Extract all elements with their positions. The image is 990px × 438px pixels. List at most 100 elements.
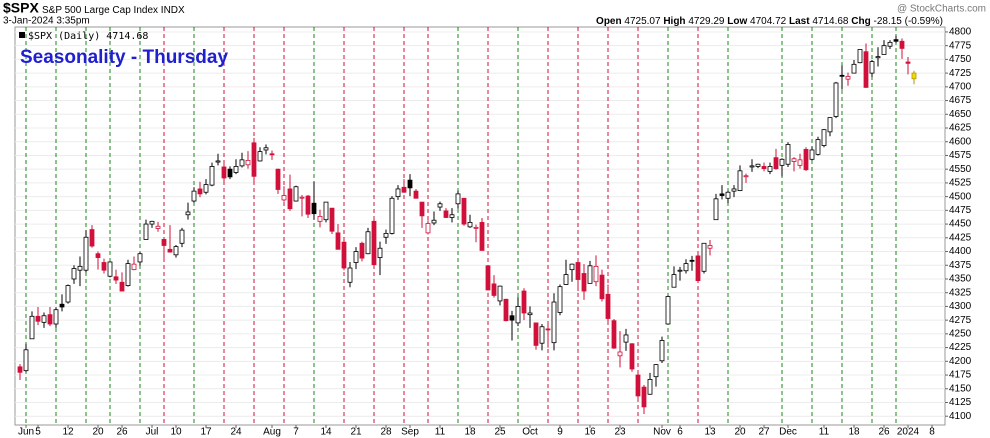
legend-swatch [19, 32, 25, 38]
marks [15, 27, 945, 425]
candle-body [215, 160, 221, 163]
x-tick-label: 18 [848, 427, 860, 438]
candle-body [749, 165, 755, 168]
candle-body [413, 190, 419, 199]
candle-body [347, 267, 353, 283]
candle-body [353, 251, 359, 263]
candle-body [503, 298, 509, 322]
candle-body [299, 196, 305, 199]
candle-body [473, 226, 479, 229]
candle-body [395, 188, 401, 198]
x-tick-label: 28 [380, 427, 392, 438]
x-tick-label: Sep [401, 427, 419, 438]
legend: $SPX (Daily) 4714.68 [28, 31, 148, 42]
candle-body [509, 315, 515, 321]
y-tick-label: 4525 [949, 178, 972, 189]
candle-body [875, 56, 881, 59]
candle-body [791, 158, 797, 162]
candle-body [839, 74, 845, 77]
candle-body [563, 274, 569, 285]
candle-body [677, 269, 683, 272]
candle-body [629, 343, 635, 370]
x-tick-label: Jul [146, 427, 159, 438]
candle-body [443, 210, 449, 218]
candle-body [329, 207, 335, 232]
candle-body [623, 334, 629, 343]
candle-body [551, 301, 557, 344]
candle-body [881, 45, 887, 55]
candle-body [479, 222, 485, 251]
candle-body [263, 147, 269, 151]
candle-body [407, 179, 413, 189]
stat-value: 4704.72 [750, 16, 787, 27]
candle-body [335, 232, 341, 250]
candle-body [527, 312, 533, 316]
stat-label: Low [727, 16, 747, 27]
candle-body [101, 262, 107, 271]
candle-body [341, 241, 347, 269]
stat-value: 4725.07 [624, 16, 661, 27]
candle-body [545, 328, 551, 331]
candle-body [569, 263, 575, 271]
candle-body [275, 168, 281, 190]
legend-label: $SPX (Daily) [28, 31, 100, 42]
stat-value: 4714.68 [812, 16, 849, 27]
candle-body [887, 41, 893, 47]
candle-body [437, 203, 443, 208]
candle-body [383, 233, 389, 238]
y-tick-label: 4700 [949, 81, 972, 92]
x-tick-label: 10 [170, 427, 182, 438]
stat-value: -28.15 [874, 16, 903, 27]
x-tick-label: 5 [35, 427, 41, 438]
candle-body [191, 190, 197, 202]
x-tick-label: 8 [929, 427, 935, 438]
y-tick-label: 4575 [949, 150, 972, 161]
candle-body [713, 198, 719, 221]
candle-body [773, 157, 779, 170]
candle-body [587, 265, 593, 284]
y-tick-label: 4600 [949, 136, 972, 147]
candle-body [719, 193, 725, 196]
y-tick-label: 4475 [949, 205, 972, 216]
y-tick-label: 4150 [949, 383, 972, 394]
candle-body [803, 149, 809, 171]
candle-body [305, 195, 311, 215]
candle-body [683, 263, 689, 272]
candle-body [65, 285, 71, 303]
x-tick-label: 14 [320, 427, 332, 438]
y-tick-label: 4625 [949, 123, 972, 134]
symbol: $SPX [3, 0, 39, 16]
y-tick-label: 4300 [949, 301, 972, 312]
x-tick-label: Dec [779, 427, 797, 438]
x-tick-label: 25 [494, 427, 506, 438]
candle-body [245, 159, 251, 166]
candle-body [455, 193, 461, 205]
candle-body [779, 158, 785, 166]
candle-body [797, 159, 803, 166]
x-tick-label: Nov [653, 427, 671, 438]
candle-body [107, 261, 113, 277]
candle-body [161, 239, 167, 246]
candle-body [647, 379, 653, 395]
candle-body [197, 188, 203, 195]
candle-body [461, 197, 467, 225]
x-tick-label: 11 [435, 427, 446, 438]
candle-body [155, 225, 161, 229]
stat-label: Last [789, 16, 810, 27]
x-tick-label: 2024 [897, 427, 920, 438]
candle-body [389, 197, 395, 234]
x-tick-label: 6 [677, 427, 683, 438]
candle-body [833, 82, 839, 117]
name: S&P 500 Large Cap Index [42, 5, 158, 16]
candle-body [323, 201, 329, 221]
candle-body [233, 166, 239, 173]
y-tick-label: 4650 [949, 109, 972, 120]
chart-title: Seasonality - Thursday [20, 47, 228, 68]
candle-body [575, 262, 581, 280]
candle-body [635, 374, 641, 397]
x-tick-label: 17 [200, 427, 212, 438]
stat-value: 4729.29 [688, 16, 725, 27]
candle-body [89, 229, 95, 247]
candle-body [491, 283, 497, 296]
candle-body [29, 315, 35, 340]
